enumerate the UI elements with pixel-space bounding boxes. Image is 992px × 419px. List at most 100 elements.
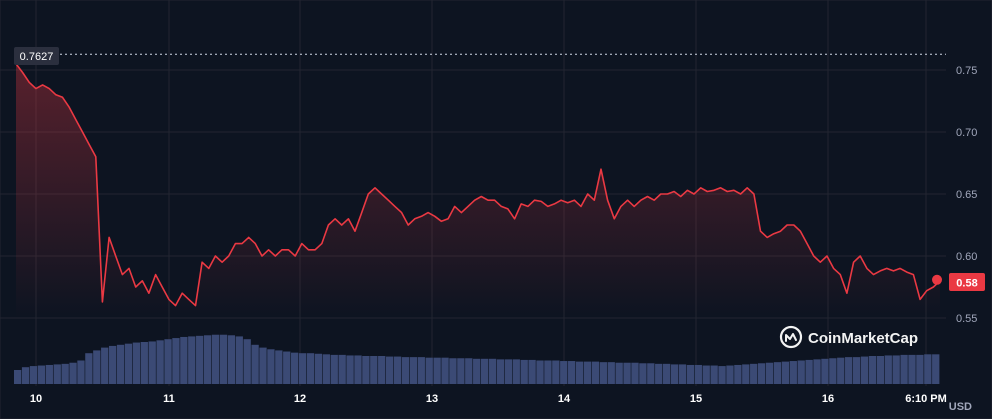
volume-bar (900, 354, 908, 384)
volume-bar (267, 349, 275, 384)
volume-bar (520, 359, 528, 384)
volume-bar (813, 359, 821, 384)
volume-bar (180, 336, 188, 384)
volume-bar (868, 356, 877, 384)
volume-bar (908, 354, 916, 384)
volume-bar (370, 356, 378, 384)
volume-bar (322, 354, 330, 384)
volume-bar (694, 364, 702, 384)
volume-bar (480, 358, 489, 384)
volume-bar (259, 347, 267, 384)
volume-bar (845, 357, 853, 384)
volume-bar (678, 364, 687, 384)
volume-bar (148, 341, 156, 384)
volume-bar (496, 359, 505, 384)
volume-bar (69, 362, 77, 384)
volume-bar (338, 354, 346, 384)
unit-label: USD (949, 401, 972, 413)
volume-bar (552, 360, 560, 384)
volume-bar (702, 365, 710, 384)
volume-bar (789, 361, 797, 384)
volume-bar (378, 356, 386, 384)
volume-bar (101, 347, 109, 384)
volume-bar (773, 362, 782, 384)
volume-bar (805, 359, 813, 384)
volume-bar (21, 367, 30, 384)
volume-bar (227, 335, 236, 384)
coinmarketcap-icon (779, 325, 803, 349)
x-tick-label: 15 (690, 393, 702, 405)
volume-bar (251, 344, 259, 384)
volume-bar (108, 345, 117, 384)
volume-bar (860, 356, 869, 384)
volume-bar (488, 358, 497, 384)
price-line (15, 63, 941, 307)
volume-bar (757, 363, 766, 384)
current-price-badge: 0.58 (949, 273, 985, 291)
volume-bar (647, 363, 655, 384)
volume-bar (892, 355, 900, 384)
high-price-label: 0.7627 (20, 51, 54, 63)
volume-bar (37, 365, 46, 384)
volume-bar (797, 360, 805, 384)
volume-bar (639, 363, 647, 384)
volume-bars (14, 334, 940, 384)
volume-bar (512, 359, 520, 384)
x-tick-label: 16 (822, 393, 834, 405)
volume-bar (852, 357, 861, 384)
volume-bar (330, 354, 338, 384)
volume-bar (417, 357, 425, 384)
volume-bar (591, 361, 600, 384)
x-tick-label: 14 (558, 393, 571, 405)
volume-bar (235, 336, 243, 384)
volume-bar (298, 353, 307, 384)
x-tick-label: 12 (294, 393, 306, 405)
volume-bar (631, 362, 639, 384)
volume-bar (932, 354, 940, 384)
volume-bar (196, 335, 204, 384)
volume-bar (441, 357, 449, 384)
volume-bar (457, 358, 465, 384)
y-tick-label: 0.60 (956, 251, 977, 263)
volume-bar (61, 363, 69, 384)
volume-bar (781, 361, 790, 384)
y-tick-label: 0.70 (956, 127, 977, 139)
coinmarketcap-logo: CoinMarketCap (779, 325, 918, 349)
volume-bar (243, 339, 251, 384)
volume-bar (599, 362, 607, 384)
volume-bar (734, 364, 742, 384)
volume-bar (829, 358, 837, 384)
volume-bar (607, 362, 615, 384)
volume-bar (85, 353, 93, 384)
coinmarketcap-wordmark: CoinMarketCap (808, 330, 918, 347)
current-price-dot (932, 274, 942, 285)
y-tick-label: 0.55 (956, 313, 977, 325)
volume-bar (568, 361, 576, 384)
volume-bar (433, 357, 441, 384)
volume-bar (14, 370, 22, 384)
volume-bar (45, 364, 53, 384)
x-tick-label: 10 (30, 393, 42, 405)
y-axis: 0.75 0.70 0.65 0.60 0.55 (956, 65, 977, 325)
volume-bar (465, 358, 473, 384)
volume-bar (124, 343, 133, 384)
volume-bar (615, 362, 623, 384)
volume-bar (188, 336, 196, 384)
volume-bar (425, 357, 433, 384)
volume-bar (172, 338, 180, 384)
volume-bar (156, 340, 164, 384)
x-tick-label: 13 (426, 393, 438, 405)
volume-bar (726, 365, 734, 384)
current-price-label: 0.58 (956, 278, 977, 290)
volume-bar (583, 361, 592, 384)
volume-bar (291, 352, 299, 384)
volume-bar (393, 356, 402, 384)
volume-bar (306, 353, 315, 384)
y-tick-label: 0.65 (956, 189, 977, 201)
volume-bar (449, 358, 457, 384)
volume-bar (670, 364, 679, 384)
volume-bar (346, 355, 354, 384)
volume-bar (211, 334, 220, 384)
volume-bar (536, 360, 544, 384)
